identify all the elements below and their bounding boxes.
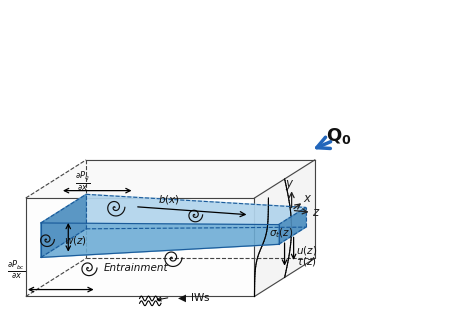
Text: $\tau(z)$: $\tau(z)$ bbox=[296, 255, 317, 268]
Text: $\sigma_t(z)$: $\sigma_t(z)$ bbox=[269, 226, 294, 240]
Polygon shape bbox=[41, 227, 306, 257]
Polygon shape bbox=[26, 198, 255, 296]
Polygon shape bbox=[26, 160, 315, 198]
Polygon shape bbox=[41, 223, 279, 257]
Polygon shape bbox=[41, 194, 306, 225]
Polygon shape bbox=[41, 194, 86, 257]
Text: x: x bbox=[303, 192, 310, 205]
Text: $\mathbf{Q_0}$: $\mathbf{Q_0}$ bbox=[326, 126, 352, 146]
Text: $b(x)$: $b(x)$ bbox=[158, 193, 180, 206]
Text: $\frac{\partial P_{bc}}{\partial x}$: $\frac{\partial P_{bc}}{\partial x}$ bbox=[7, 259, 25, 282]
Text: $\frac{\partial P_\eta}{\partial x}$: $\frac{\partial P_\eta}{\partial x}$ bbox=[75, 169, 91, 193]
Polygon shape bbox=[86, 194, 306, 229]
Text: z: z bbox=[312, 206, 319, 219]
Text: y: y bbox=[285, 177, 292, 190]
Polygon shape bbox=[255, 160, 315, 296]
Text: $u(z)$: $u(z)$ bbox=[296, 244, 317, 257]
Polygon shape bbox=[279, 207, 306, 244]
Text: $\blacktriangleleft$ IWs: $\blacktriangleleft$ IWs bbox=[174, 291, 210, 304]
Text: Entrainment: Entrainment bbox=[104, 263, 168, 272]
Text: $w(z)$: $w(z)$ bbox=[64, 234, 87, 247]
